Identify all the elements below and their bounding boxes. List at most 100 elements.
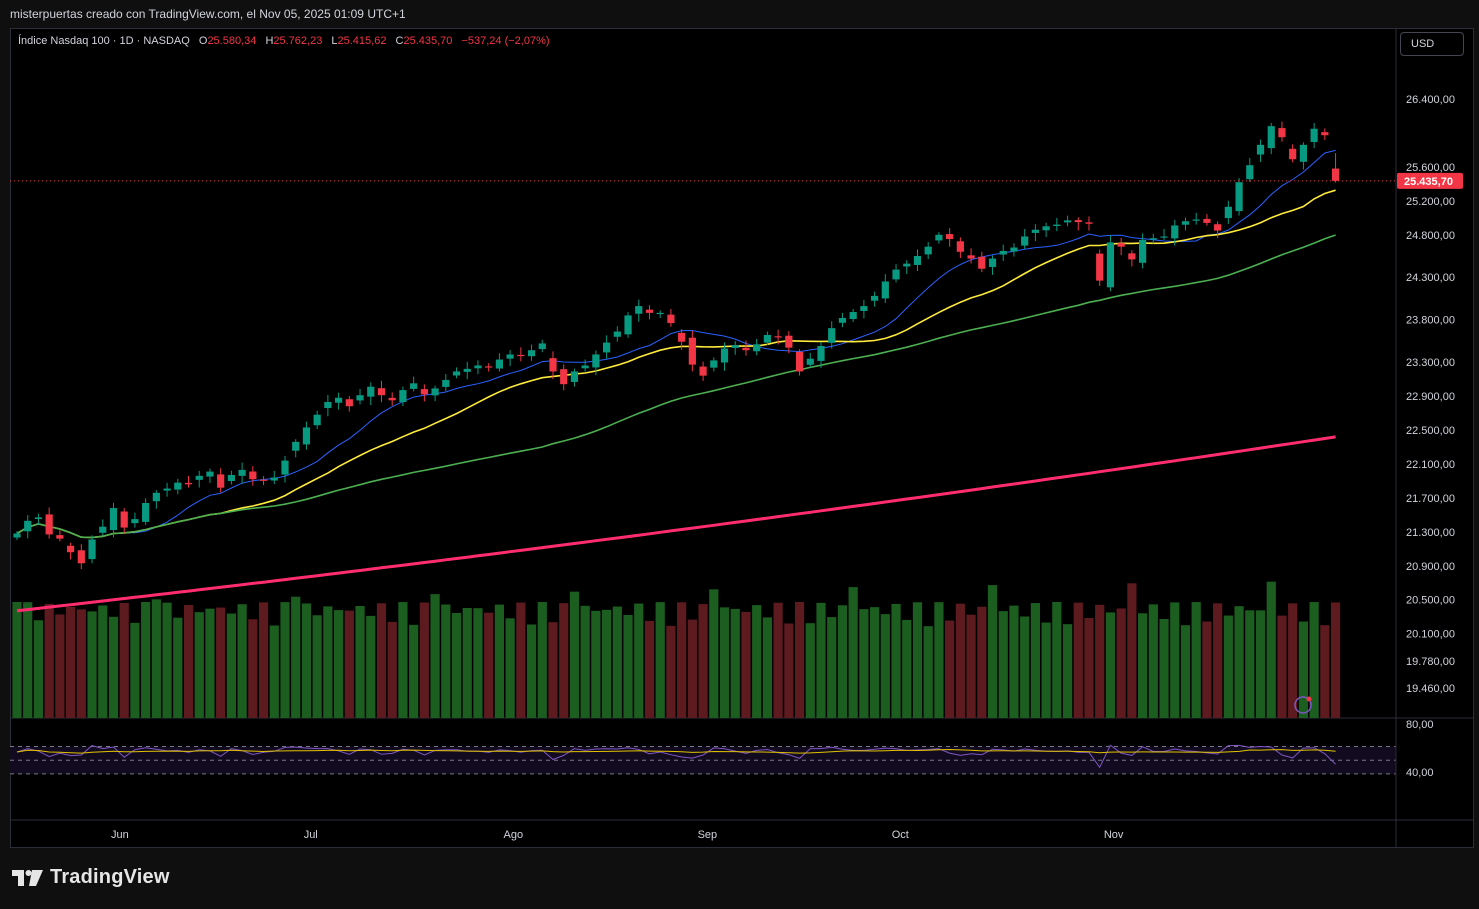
time-label-ago: Ago <box>504 829 524 841</box>
volume-bar <box>44 603 54 718</box>
candle-body <box>1267 126 1275 149</box>
volume-bar <box>1009 605 1019 718</box>
candle-body <box>345 399 353 407</box>
volume-bar <box>151 599 161 718</box>
candle-body <box>335 397 343 403</box>
time-label-sep: Sep <box>698 829 718 841</box>
volume-bar <box>1320 625 1330 718</box>
candle-body <box>463 368 471 372</box>
candle-body <box>270 477 278 481</box>
rsi-tick-label: 80,00 <box>1406 719 1434 731</box>
volume-bar <box>591 610 601 718</box>
volume-bar <box>269 625 279 718</box>
candle-body <box>978 256 986 269</box>
volume-bar <box>805 623 815 718</box>
time-label-nov: Nov <box>1104 829 1124 841</box>
currency-button[interactable]: USD <box>1400 32 1464 56</box>
alert-icon <box>1294 696 1312 714</box>
candle-body <box>174 482 182 490</box>
price-tick-label: 19.460,00 <box>1406 683 1455 695</box>
candle-body <box>795 351 804 372</box>
candle-body <box>120 511 128 528</box>
volume-bar <box>1030 603 1040 718</box>
price-tick-label: 23.800,00 <box>1406 315 1455 327</box>
volume-bar <box>1180 625 1191 718</box>
candle-body <box>24 520 32 532</box>
volume-bar <box>998 611 1008 718</box>
candle-body <box>1160 236 1168 238</box>
candle-body <box>259 479 268 481</box>
volume-bar <box>623 614 633 718</box>
volume-bar <box>1234 606 1244 718</box>
volume-bar <box>1277 615 1287 718</box>
candle-body <box>1053 224 1061 227</box>
volume-bar <box>537 602 547 718</box>
candle-body <box>527 350 536 357</box>
volume-bar <box>76 609 86 718</box>
volume-bar <box>1062 624 1073 718</box>
candle-body <box>495 359 503 369</box>
volume-bar <box>666 625 676 718</box>
candle-body <box>1106 242 1115 288</box>
candle-body <box>603 342 611 353</box>
candle-body <box>324 401 332 409</box>
candle-body <box>678 332 686 342</box>
volume-bar <box>1255 610 1266 718</box>
volume-bar <box>334 610 344 718</box>
volume-bar <box>1202 621 1212 718</box>
candle-body <box>281 460 289 475</box>
volume-bar <box>216 607 226 718</box>
volume-bar <box>773 602 783 718</box>
volume-bar <box>1020 616 1030 718</box>
candle-body <box>302 427 311 445</box>
price-chart[interactable]: 80,00 40,00 26.400,00 25.600,00 25.200,00 24… <box>10 28 1474 848</box>
candle-body <box>763 334 771 343</box>
candle-body <box>377 388 386 396</box>
volume-bar <box>526 624 537 718</box>
volume-bar <box>1105 612 1116 718</box>
volume-bar <box>987 585 998 718</box>
candle-body <box>1331 168 1340 181</box>
volume-bar <box>1127 583 1137 718</box>
candle-body <box>1321 132 1329 136</box>
price-tick-label: 25.600,00 <box>1406 162 1455 174</box>
volume-bar <box>655 602 665 718</box>
volume-bar <box>709 589 719 718</box>
candle-body <box>549 358 557 372</box>
volume-bar <box>1309 602 1319 718</box>
volume-bar <box>280 602 290 718</box>
volume-bar <box>398 602 408 718</box>
candle-body <box>774 336 782 338</box>
volume-bar <box>1041 622 1051 718</box>
candle-body <box>206 471 214 477</box>
candle-body <box>538 343 546 350</box>
candle-body <box>1139 239 1147 263</box>
candle-body <box>45 514 53 535</box>
volume-bar <box>141 602 151 718</box>
candle-body <box>485 366 493 368</box>
candle-body <box>1021 236 1029 246</box>
volume-bar <box>258 602 269 718</box>
price-tick-label: 20.100,00 <box>1406 629 1455 641</box>
candle-body <box>624 315 632 335</box>
volume-bar <box>612 606 622 718</box>
candle-body <box>195 475 203 480</box>
volume-bar <box>12 602 22 718</box>
candle-body <box>1085 222 1093 224</box>
candle-body <box>367 386 375 397</box>
candle-body <box>860 306 868 311</box>
volume-bar <box>33 620 44 718</box>
candle-body <box>720 348 729 363</box>
candle-body <box>67 545 75 553</box>
volume-bar <box>55 614 65 718</box>
volume-bar <box>880 614 890 718</box>
rsi-tick-label: 40,00 <box>1406 767 1434 779</box>
volume-bar <box>762 617 772 718</box>
price-tick-label: 22.900,00 <box>1406 391 1455 403</box>
volume-bar <box>226 613 236 718</box>
price-tick-label: 19.780,00 <box>1406 656 1455 668</box>
candle-body <box>838 317 847 323</box>
symbol-name: Índice Nasdaq 100 · 1D · NASDAQ <box>18 35 190 47</box>
candle-body <box>388 397 396 401</box>
volume-bars <box>12 581 1341 718</box>
